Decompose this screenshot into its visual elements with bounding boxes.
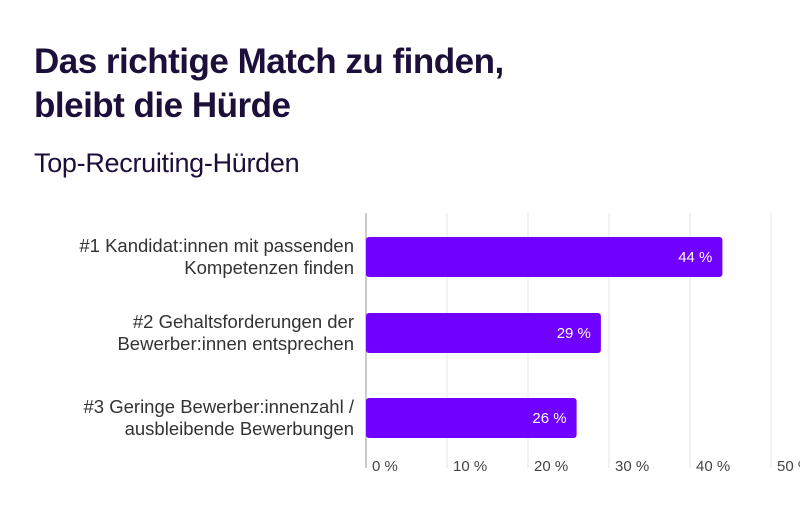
category-label-line: Bewerber:innen entsprechen xyxy=(117,333,354,354)
category-label-line: #1 Kandidat:innen mit passenden xyxy=(79,235,354,256)
chart-title-line-2: bleibt die Hürde xyxy=(34,86,291,125)
x-tick-label: 10 % xyxy=(453,458,487,475)
bars: 44 % 29 % 26 % xyxy=(366,237,723,438)
category-labels: #1 Kandidat:innen mit passenden Kompetenz… xyxy=(79,235,354,439)
chart-title: Das richtige Match zu finden, bleibt die… xyxy=(34,40,504,128)
category-label: #3 Geringe Bewerber:innenzahl / ausbleibe… xyxy=(84,396,355,439)
chart-title-line-1: Das richtige Match zu finden, xyxy=(34,42,504,81)
category-label: #2 Gehaltsforderungen der Bewerber:innen … xyxy=(117,311,354,354)
bar xyxy=(366,237,723,277)
bar-value-label: 44 % xyxy=(678,249,712,266)
chart-subtitle: Top-Recruiting-Hürden xyxy=(34,148,300,178)
bar xyxy=(366,313,601,353)
x-tick-label: 30 % xyxy=(615,458,649,475)
category-label-line: Kompetenzen finden xyxy=(184,257,354,278)
x-tick-label: 50 % xyxy=(777,458,800,475)
x-tick-label: 40 % xyxy=(696,458,730,475)
category-label-line: #3 Geringe Bewerber:innenzahl / xyxy=(84,396,355,417)
x-axis-ticks: 0 % 10 % 20 % 30 % 40 % 50 % xyxy=(372,458,800,475)
category-label: #1 Kandidat:innen mit passenden Kompetenz… xyxy=(79,235,354,278)
category-label-line: #2 Gehaltsforderungen der xyxy=(133,311,354,332)
bar xyxy=(366,398,577,438)
x-tick-label: 0 % xyxy=(372,458,398,475)
x-tick-label: 20 % xyxy=(534,458,568,475)
category-label-line: ausbleibende Bewerbungen xyxy=(125,418,354,439)
bar-value-label: 26 % xyxy=(532,410,566,427)
bar-value-label: 29 % xyxy=(557,325,591,342)
